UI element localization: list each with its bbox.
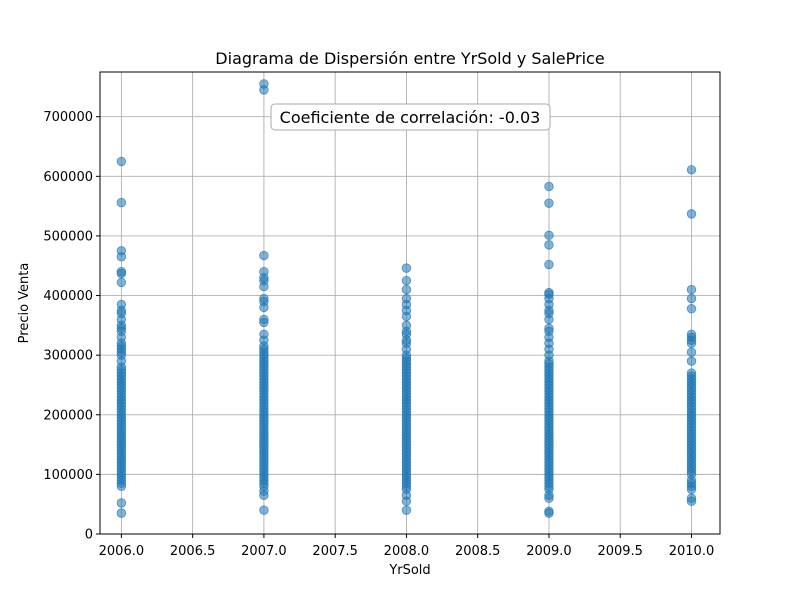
annotation-text: Coeficiente de correlación: -0.03 — [280, 108, 541, 127]
scatter-point — [686, 293, 697, 304]
x-tick-label: 2009.0 — [526, 544, 572, 559]
chart-title: Diagrama de Dispersión entre YrSold y Sa… — [215, 49, 604, 68]
scatter-point — [259, 505, 269, 515]
scatter-point — [544, 506, 554, 517]
scatter-point — [259, 267, 269, 277]
y-tick-label: 0 — [85, 528, 93, 543]
scatter-point — [259, 250, 269, 261]
scatter-point — [401, 293, 412, 304]
x-tick-label: 2007.0 — [241, 544, 287, 559]
scatter-point — [401, 505, 412, 515]
correlation-annotation: Coeficiente de correlación: -0.03 — [270, 103, 551, 131]
scatter-point — [116, 277, 127, 288]
scatter-point — [259, 329, 269, 339]
x-tick-label: 2008.5 — [455, 544, 501, 559]
y-tick-label: 500000 — [43, 229, 93, 244]
x-tick-label: 2006.5 — [170, 544, 216, 559]
scatter-point — [116, 508, 127, 518]
scatter-point — [401, 320, 412, 331]
scatter-point — [686, 329, 697, 339]
scatter-point — [544, 230, 554, 241]
y-tick-label: 700000 — [43, 110, 93, 125]
scatter-point — [686, 209, 697, 219]
x-tick-label: 2009.5 — [597, 544, 643, 559]
scatter-point — [544, 240, 554, 250]
scatter-point — [686, 493, 697, 503]
scatter-point — [259, 79, 269, 89]
scatter-point — [401, 263, 412, 273]
scatter-point — [116, 267, 127, 277]
data-points — [116, 79, 697, 518]
scatter-point — [686, 165, 697, 175]
x-tick-label: 2006.0 — [99, 544, 145, 559]
scatter-point — [116, 299, 127, 310]
scatter-point — [116, 498, 127, 508]
y-tick-label: 300000 — [43, 349, 93, 364]
y-axis-ticks: 0 100000 200000 300000 400000 500000 600000 700… — [43, 110, 100, 543]
y-tick-label: 100000 — [43, 468, 93, 483]
scatter-point — [544, 259, 554, 270]
scatter-point — [686, 347, 697, 357]
x-tick-label: 2010.0 — [669, 544, 715, 559]
scatter-point — [116, 156, 127, 167]
x-tick-label: 2007.5 — [312, 544, 358, 559]
scatter-point — [686, 284, 697, 295]
scatter-point — [544, 198, 554, 208]
y-tick-label: 200000 — [43, 408, 93, 423]
x-tick-label: 2008.0 — [384, 544, 430, 559]
scatter-point — [544, 181, 554, 192]
scatter-point — [116, 246, 127, 256]
y-tick-label: 400000 — [43, 289, 93, 304]
scatter-point — [259, 293, 269, 304]
plot-frame — [99, 71, 721, 535]
annotation-box — [270, 103, 551, 131]
x-axis-label: YrSold — [388, 563, 430, 578]
y-axis-label: Precio Venta — [17, 263, 32, 344]
y-tick-label: 600000 — [43, 170, 93, 185]
scatter-point — [686, 356, 697, 366]
scatter-point — [544, 287, 554, 298]
scatter-point — [544, 323, 554, 334]
scatter-point — [686, 303, 697, 314]
scatter-point — [686, 368, 697, 378]
scatter-point — [401, 284, 412, 295]
scatter-point — [116, 197, 127, 208]
x-axis-ticks: 2006.0 2006.5 2007.0 2007.5 2008.0 2008.5 2009… — [99, 534, 715, 559]
scatter-point — [259, 314, 269, 325]
scatter-point — [401, 275, 412, 286]
